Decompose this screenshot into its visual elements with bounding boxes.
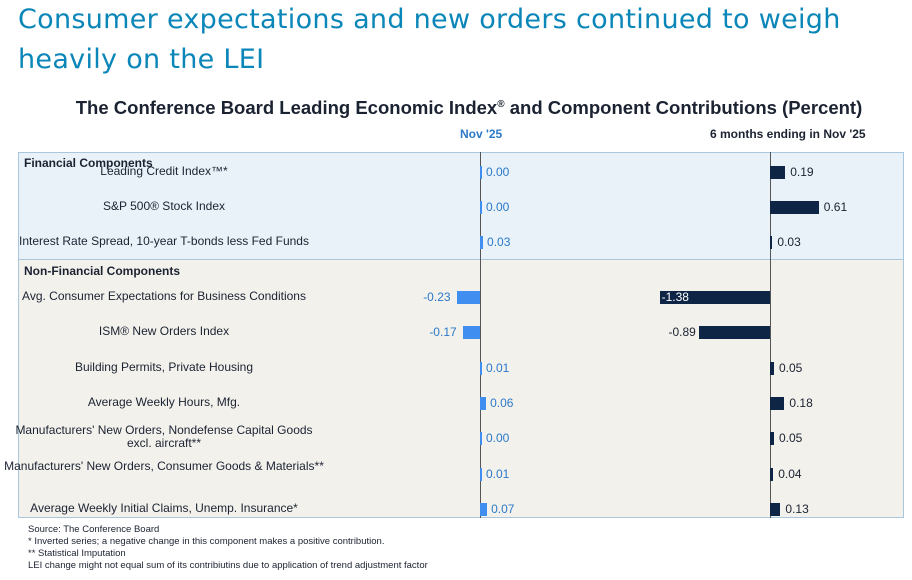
category-label-leading-credit-index: Leading Credit Index™* <box>100 164 228 178</box>
series-header-6-months: 6 months ending in Nov '25 <box>710 127 866 141</box>
bar-nov-1 <box>480 166 482 179</box>
bar-6-months-10 <box>770 503 781 516</box>
bar-nov-8 <box>480 432 482 445</box>
bar-nov-9 <box>480 468 482 481</box>
bar-6-months-8 <box>770 432 774 445</box>
series-header-nov: Nov '25 <box>460 127 503 141</box>
data-label-6-months-4: -1.38 <box>661 290 689 304</box>
bar-nov-4 <box>456 291 480 304</box>
section-financial-components: Financial Components <box>24 156 153 170</box>
chart-title: The Conference Board Leading Economic In… <box>75 97 863 118</box>
axis-nov <box>480 152 481 518</box>
bar-6-months-1 <box>770 166 786 179</box>
footnote-source: Source: The Conference Board <box>28 524 160 535</box>
bar-nov-3 <box>480 236 484 249</box>
bar-6-months-3 <box>770 236 773 249</box>
data-label-6-months-9: 0.04 <box>778 467 802 481</box>
footnote-trend: LEI change might not equal sum of its co… <box>28 560 428 571</box>
bar-nov-7 <box>480 397 487 410</box>
category-label-avg-consumer-expectations-for-business-conditions: Avg. Consumer Expectations for Business … <box>22 289 306 303</box>
data-label-nov-4: -0.23 <box>423 290 451 304</box>
financial-components-panel <box>18 152 904 260</box>
data-label-nov-8: 0.00 <box>486 431 510 445</box>
data-label-nov-10: 0.07 <box>491 502 515 516</box>
category-label-average-weekly-initial-claims-unemp-insurance: Average Weekly Initial Claims, Unemp. In… <box>30 501 298 515</box>
category-label-average-weekly-hours-mfg: Average Weekly Hours, Mfg. <box>87 395 241 409</box>
data-label-6-months-7: 0.18 <box>789 396 813 410</box>
bar-nov-2 <box>480 201 482 214</box>
data-label-6-months-2: 0.61 <box>823 200 848 214</box>
data-label-6-months-10: 0.13 <box>785 502 809 516</box>
data-label-nov-3: 0.03 <box>487 235 511 249</box>
bar-6-months-4 <box>659 291 770 304</box>
bar-nov-10 <box>480 503 488 516</box>
category-label-manufacturers-new-orders-consumer-goods-materials: Manufacturers' New Orders, Consumer Good… <box>4 459 324 473</box>
data-label-6-months-8: 0.05 <box>779 431 803 445</box>
bar-6-months-7 <box>770 397 785 410</box>
data-label-nov-5: -0.17 <box>429 325 457 339</box>
category-label-manufacturers-new-orders-nondefense-capital-goods-excl-aircraft: Manufacturers' New Orders, Nondefense Ca… <box>15 423 313 450</box>
data-label-6-months-3: 0.03 <box>777 235 801 249</box>
category-label-interest-rate-spread-10-year-t-bonds-less-fed-funds: Interest Rate Spread, 10-year T-bonds le… <box>19 234 309 248</box>
footnote-inverted: * Inverted series; a negative change in … <box>28 536 385 547</box>
axis-6-months <box>770 152 771 518</box>
bar-6-months-2 <box>770 201 819 214</box>
category-label-building-permits-private-housing: Building Permits, Private Housing <box>74 360 254 374</box>
data-label-6-months-5: -0.89 <box>668 325 696 339</box>
category-label-s-p-500-stock-index: S&P 500® Stock Index <box>102 199 226 213</box>
footnote-imputation: ** Statistical Imputation <box>28 548 126 559</box>
headline: Consumer expectations and new orders con… <box>18 4 841 75</box>
bar-6-months-6 <box>770 362 774 375</box>
bar-6-months-9 <box>770 468 774 481</box>
data-label-nov-9: 0.01 <box>486 467 510 481</box>
category-label-ism-new-orders-index: ISM® New Orders Index <box>98 324 230 338</box>
data-label-nov-2: 0.00 <box>486 200 510 214</box>
data-label-nov-1: 0.00 <box>486 165 510 179</box>
data-label-nov-6: 0.01 <box>486 361 510 375</box>
bar-nov-5 <box>462 326 480 339</box>
data-label-6-months-1: 0.19 <box>790 165 814 179</box>
data-label-nov-7: 0.06 <box>490 396 514 410</box>
section-non-financial-components: Non-Financial Components <box>24 264 180 278</box>
data-label-6-months-6: 0.05 <box>779 361 803 375</box>
bar-nov-6 <box>480 362 482 375</box>
bar-6-months-5 <box>698 326 770 339</box>
